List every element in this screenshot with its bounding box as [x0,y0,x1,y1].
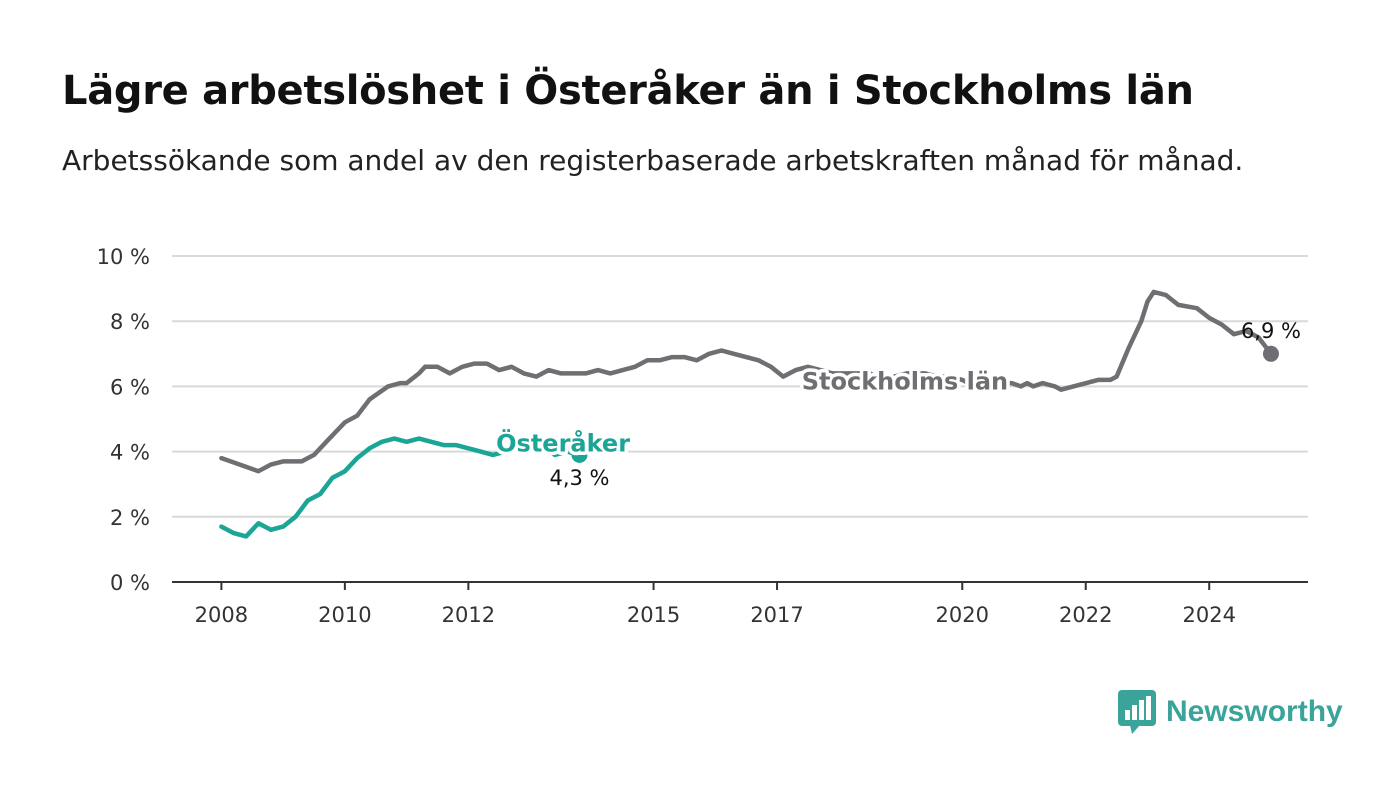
series-line-1 [219,436,582,539]
x-axis: 2008 2010 2012 2015 2017 2020 2022 2024 [172,581,1308,627]
x-tick-label: 2022 [1059,603,1112,627]
x-tick-label: 2012 [442,603,495,627]
y-tick-label: 6 % [110,375,150,399]
y-tick-label: 10 % [97,245,150,269]
series-name-label-1: Österåker [496,428,630,458]
chart-subtitle: Arbetssökande som andel av den registerb… [62,144,1244,177]
series-name-label-0: Stockholms län [802,368,1008,396]
x-tick-label: 2024 [1182,603,1235,627]
x-tick-label: 2008 [195,603,248,627]
bar-chart-bubble-icon [1118,690,1156,734]
end-value-label-0: 6,9 % [1241,319,1301,343]
y-tick-label: 8 % [110,310,150,334]
brand-logo: Newsworthy [1118,690,1343,734]
series-end-point-0 [1262,345,1279,362]
series-lines [219,289,1279,539]
series-end-point-1 [571,446,588,463]
x-tick-label: 2020 [936,603,989,627]
y-axis: 0 % 2 % 4 % 6 % 8 % 10 % [97,245,150,595]
series-labels: 6,9 % Stockholms län 4,3 % Österåker [493,319,1301,490]
x-tick-label: 2017 [750,603,803,627]
y-tick-label: 0 % [110,571,150,595]
x-tick-label: 2015 [627,603,680,627]
end-value-label-1: 4,3 % [549,466,609,490]
y-tick-label: 4 % [110,441,150,465]
x-tick-label: 2010 [318,603,371,627]
brand-name: Newsworthy [1166,695,1343,728]
chart-title: Lägre arbetslöshet i Österåker än i Stoc… [62,68,1194,114]
y-tick-label: 2 % [110,506,150,530]
gridlines [172,255,1308,518]
series-line-0 [219,289,1274,474]
